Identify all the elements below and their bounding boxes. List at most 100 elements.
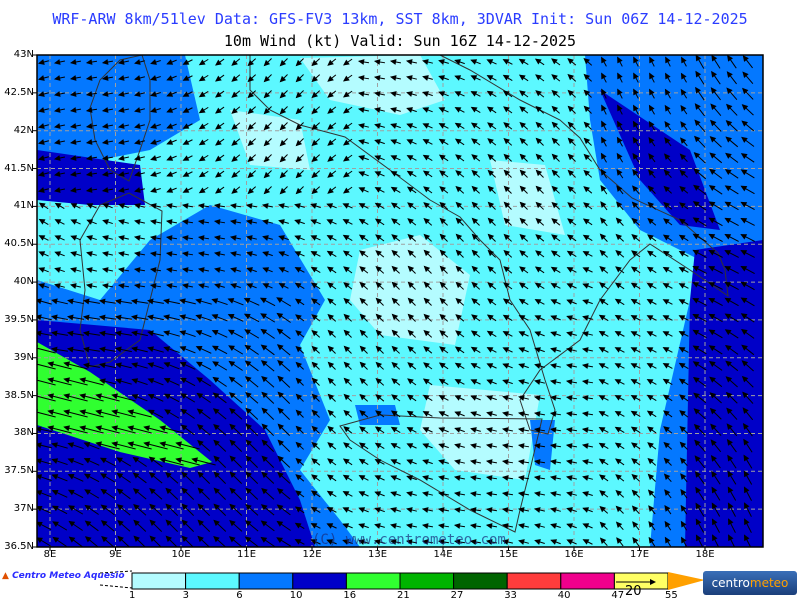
wind-arrow-head — [582, 251, 590, 257]
wind-arrow-head — [550, 331, 557, 337]
wind-arrow-head — [469, 523, 477, 529]
wind-arrow-head — [438, 154, 446, 161]
wind-arrow-head — [359, 426, 366, 433]
wind-arrow-head — [179, 330, 187, 336]
wind-arrow-head — [583, 121, 591, 129]
wind-arrow-head — [486, 90, 494, 97]
wind-arrow-head — [100, 488, 108, 495]
wind-arrow-head — [83, 442, 91, 448]
wind-arrow-head — [583, 89, 591, 97]
wind-arrow-head — [566, 539, 574, 545]
wind-arrow-head — [567, 185, 574, 193]
wind-arrow-head — [277, 455, 284, 463]
wind-arrow-head — [439, 217, 447, 225]
wind-arrow-head — [47, 393, 54, 400]
wind-arrow-head — [326, 250, 334, 257]
wind-arrow-head — [709, 152, 716, 159]
lat-label: 39.5N — [4, 313, 34, 325]
wind-arrow-head — [37, 537, 43, 543]
wind-arrow-head — [247, 171, 255, 179]
watermark: (C) www.centrometeo.com — [312, 532, 506, 548]
wind-arrow-head — [647, 489, 655, 496]
wind-arrow-head — [646, 394, 654, 401]
wind-arrow-head — [159, 457, 166, 464]
wind-arrow-head — [165, 487, 172, 495]
wind-arrow-head — [566, 331, 573, 337]
wind-arrow-head — [486, 411, 493, 417]
wind-arrow-head — [390, 410, 398, 417]
wind-arrow-head — [518, 363, 525, 369]
wind-arrow-head — [665, 56, 671, 64]
wind-arrow-head — [111, 425, 118, 432]
wind-arrow-head — [502, 395, 509, 401]
wind-arrow-head — [662, 315, 670, 321]
wind-arrow-head — [133, 519, 140, 527]
wind-arrow-head — [117, 267, 125, 273]
wind-arrow-head — [261, 471, 268, 479]
wind-arrow-head — [311, 361, 319, 369]
wind-arrow-head — [407, 329, 415, 337]
wind-arrow-head — [407, 313, 415, 321]
wind-arrow-head — [198, 75, 206, 82]
wind-arrow-head — [664, 88, 671, 96]
wind-arrow-head — [327, 298, 334, 305]
wind-arrow-head — [406, 427, 414, 433]
wind-arrow-head — [470, 395, 478, 401]
wind-arrow-head — [195, 298, 202, 305]
wind-arrow-head — [632, 136, 639, 144]
wind-arrow-head — [359, 361, 367, 369]
wind-arrow-head — [583, 169, 590, 177]
wind-arrow-head — [454, 459, 461, 465]
wind-arrow-head — [149, 503, 156, 511]
wind-arrow-head — [163, 346, 171, 352]
wind-arrow-head — [343, 282, 350, 289]
wind-arrow-head — [599, 217, 607, 224]
wind-arrow-head — [646, 299, 654, 305]
wind-arrow-head — [581, 411, 589, 417]
wind-arrow-head — [114, 314, 122, 321]
wind-arrow-head — [551, 169, 559, 177]
wind-arrow-head — [373, 75, 381, 81]
wind-arrow-head — [630, 298, 638, 305]
colorbar-tick-label: 21 — [397, 590, 410, 601]
wind-arrow-head — [694, 439, 701, 447]
wind-arrow-head — [599, 266, 606, 273]
wind-arrow-head — [631, 473, 638, 481]
wind-arrow-head — [69, 187, 77, 193]
wind-arrow-head — [263, 59, 271, 67]
wind-arrow-head — [118, 203, 125, 209]
wind-arrow-head — [679, 457, 687, 464]
wind-arrow-head — [647, 457, 654, 465]
wind-arrow-head — [215, 187, 222, 194]
colorbar-swatch — [345, 572, 401, 590]
wind-arrow-head — [664, 104, 671, 112]
wind-arrow-head — [213, 455, 220, 463]
wind-arrow-head — [327, 409, 335, 417]
wind-arrow-head — [599, 537, 607, 544]
wind-arrow-head — [213, 235, 221, 241]
wind-arrow-head — [502, 90, 510, 97]
wind-arrow-head — [147, 346, 154, 353]
wind-arrow-head — [295, 314, 302, 321]
wind-arrow-head — [326, 523, 334, 529]
wind-arrow-head — [533, 411, 541, 417]
wind-arrow-head — [485, 475, 493, 481]
wind-arrow-head — [438, 59, 445, 65]
wind-arrow-head — [725, 376, 733, 383]
wind-arrow-head — [471, 154, 478, 161]
wind-arrow-head — [342, 171, 350, 178]
wind-arrow-head — [278, 219, 285, 225]
wind-arrow-head — [469, 539, 477, 545]
wind-arrow-head — [244, 344, 252, 351]
wind-arrow-head — [342, 203, 350, 209]
wind-arrow-head — [566, 250, 574, 257]
wind-arrow-head — [247, 91, 255, 99]
wind-arrow-head — [391, 361, 398, 369]
wind-arrow-head — [471, 314, 478, 321]
wind-arrow-head — [101, 155, 109, 161]
wind-arrow-head — [38, 251, 46, 257]
wind-arrow-head — [614, 411, 622, 417]
wind-arrow-head — [471, 185, 479, 193]
wind-arrow-head — [423, 329, 430, 337]
wind-arrow-head — [111, 393, 118, 400]
